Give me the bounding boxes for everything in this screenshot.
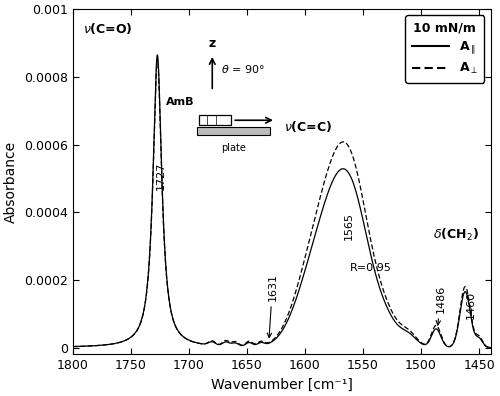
Text: 1631: 1631	[267, 273, 278, 337]
Text: R=0.95: R=0.95	[350, 263, 392, 273]
Text: $\delta$(CH$_2$): $\delta$(CH$_2$)	[433, 227, 479, 243]
Y-axis label: Absorbance: Absorbance	[4, 141, 18, 223]
Text: 1460: 1460	[466, 291, 476, 319]
X-axis label: Wavenumber [cm⁻¹]: Wavenumber [cm⁻¹]	[210, 378, 352, 392]
Text: 1727: 1727	[156, 162, 166, 190]
Text: $\theta$ = 90°: $\theta$ = 90°	[222, 63, 265, 75]
Text: plate: plate	[220, 143, 246, 153]
Bar	[197, 128, 270, 135]
Text: $\nu$(C=C): $\nu$(C=C)	[284, 120, 333, 134]
Bar	[198, 115, 232, 125]
Text: z: z	[208, 37, 216, 50]
Text: 1565: 1565	[344, 212, 354, 240]
Text: AmB: AmB	[166, 97, 194, 107]
Text: 1486: 1486	[436, 285, 446, 325]
Legend: $\mathbf{A}_{\parallel}$, $\mathbf{A}_{\perp}$: $\mathbf{A}_{\parallel}$, $\mathbf{A}_{\…	[406, 15, 484, 83]
Text: $\nu$(C=O): $\nu$(C=O)	[82, 21, 132, 36]
